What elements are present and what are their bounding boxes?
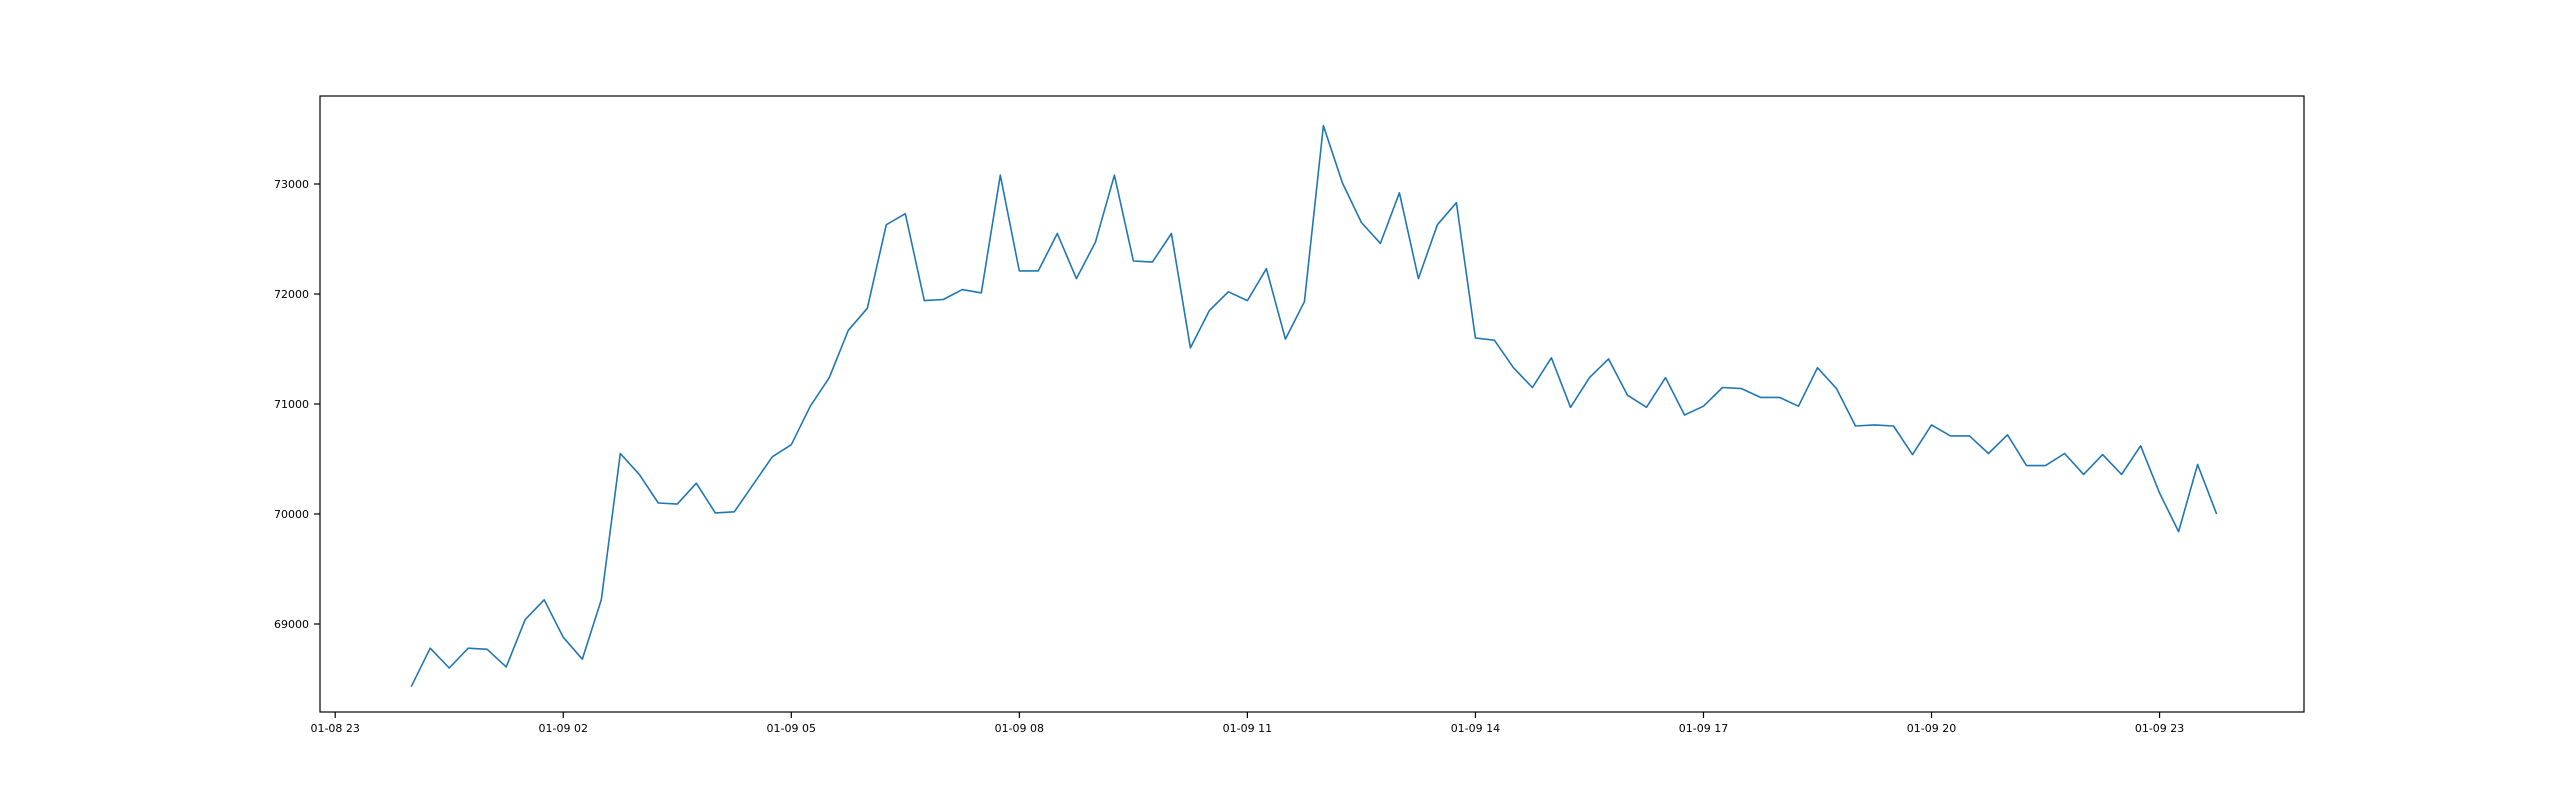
y-tick-label: 72000	[274, 288, 309, 301]
x-axis: 01-08 23 01-09 02 01-09 05 01-09 08 01-09 11…	[310, 712, 2184, 735]
y-tick-label: 69000	[274, 618, 309, 631]
x-tick-label: 01-09 11	[1223, 722, 1272, 735]
x-tick-label: 01-09 02	[539, 722, 588, 735]
y-tick-label: 73000	[274, 178, 309, 191]
x-tick-label: 01-09 05	[767, 722, 816, 735]
plot-area-frame	[319, 95, 2305, 713]
x-tick-label: 01-08 23	[310, 722, 359, 735]
y-axis: 69000 70000 71000 72000 73000	[274, 178, 320, 631]
x-tick-label: 01-09 20	[1907, 722, 1956, 735]
series-layer	[410, 124, 2218, 688]
series-line	[410, 124, 2218, 688]
x-tick-label: 01-09 14	[1451, 722, 1500, 735]
x-tick-label: 01-09 17	[1679, 722, 1728, 735]
x-tick-label: 01-09 23	[2135, 722, 2184, 735]
y-tick-label: 70000	[274, 508, 309, 521]
x-tick-label: 01-09 08	[995, 722, 1044, 735]
y-tick-label: 71000	[274, 398, 309, 411]
